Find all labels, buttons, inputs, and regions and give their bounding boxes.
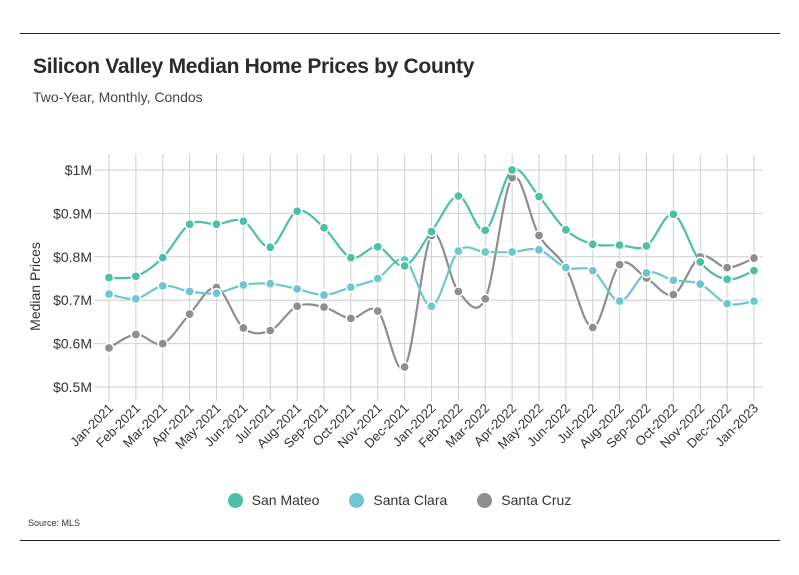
santa-clara-point xyxy=(614,295,625,307)
santa-clara-point xyxy=(318,289,330,301)
san-mateo-point xyxy=(641,240,652,252)
santa-clara-point xyxy=(426,300,437,312)
santa-clara-point xyxy=(641,267,652,279)
santa-cruz-point xyxy=(587,322,599,333)
santa-clara-point xyxy=(184,286,195,297)
top-rule xyxy=(20,33,780,34)
san-mateo-point xyxy=(264,241,276,253)
source-note: Source: MLS xyxy=(28,518,81,528)
santa-cruz-point xyxy=(238,322,249,334)
san-mateo-point xyxy=(694,256,706,268)
santa-clara-point xyxy=(211,287,222,299)
legend-label: Santa Clara xyxy=(373,492,448,508)
legend-item-san-mateo: San Mateo xyxy=(227,492,320,508)
san-mateo-point xyxy=(291,205,303,217)
san-mateo-point xyxy=(748,265,760,277)
san-mateo-point xyxy=(533,191,545,202)
santa-cruz-point xyxy=(103,342,115,354)
y-axis-label: Median Prices xyxy=(27,242,43,331)
legend-swatch xyxy=(227,492,243,508)
santa-cruz-point xyxy=(157,338,169,349)
san-mateo-point xyxy=(560,224,572,236)
santa-clara-point xyxy=(238,279,249,291)
santa-clara-point xyxy=(264,278,276,290)
y-tick-label: $0.9M xyxy=(53,205,92,221)
santa-clara-point xyxy=(157,280,169,292)
santa-clara-point xyxy=(721,298,733,310)
bottom-rule xyxy=(20,540,780,541)
santa-clara-point xyxy=(587,265,599,277)
san-mateo-point xyxy=(157,252,169,264)
legend-swatch xyxy=(349,492,365,508)
santa-clara-point xyxy=(479,246,491,258)
san-mateo-point xyxy=(721,274,733,285)
san-mateo-point xyxy=(103,272,115,283)
legend-item-santa-clara: Santa Clara xyxy=(349,492,447,508)
y-tick-label: $0.7M xyxy=(53,292,92,308)
san-mateo-point xyxy=(130,270,142,282)
san-mateo-point xyxy=(668,208,679,220)
santa-cruz-point xyxy=(291,300,303,312)
santa-cruz-point xyxy=(264,325,276,336)
santa-clara-point xyxy=(560,262,572,273)
legend-label: San Mateo xyxy=(251,492,320,508)
chart-title: Silicon Valley Median Home Prices by Cou… xyxy=(33,55,475,78)
legend-swatch xyxy=(477,492,493,508)
y-tick-label: $0.8M xyxy=(53,249,92,265)
chart-subtitle: Two-Year, Monthly, Condos xyxy=(33,89,203,105)
santa-clara-point xyxy=(453,245,464,257)
santa-clara-point xyxy=(130,293,142,305)
santa-cruz-point xyxy=(399,361,410,373)
chart-legend: San Mateo Santa Clara Santa Cruz xyxy=(0,492,799,508)
san-mateo-point xyxy=(426,226,437,237)
santa-cruz-point xyxy=(318,301,330,313)
santa-clara-point xyxy=(345,281,357,293)
san-mateo-point xyxy=(587,238,599,250)
santa-cruz-point xyxy=(130,329,142,340)
santa-cruz-point xyxy=(345,313,357,324)
santa-clara-point xyxy=(694,278,706,290)
y-tick-label: $1M xyxy=(65,162,92,178)
santa-clara-point xyxy=(668,274,679,286)
san-mateo-point xyxy=(614,239,625,251)
santa-cruz-point xyxy=(372,305,384,317)
santa-cruz-point xyxy=(748,252,760,264)
legend-item-santa-cruz: Santa Cruz xyxy=(477,492,571,508)
santa-clara-point xyxy=(372,273,384,284)
santa-cruz-point xyxy=(533,230,545,241)
santa-cruz-point xyxy=(668,289,679,300)
san-mateo-point xyxy=(479,224,491,236)
y-tick-label: $0.5M xyxy=(53,379,92,395)
san-mateo-point xyxy=(399,260,410,272)
san-mateo-point xyxy=(453,190,464,202)
san-mateo-point xyxy=(238,215,249,227)
santa-cruz-point xyxy=(184,308,195,320)
santa-clara-point xyxy=(506,246,518,258)
san-mateo-point xyxy=(318,222,330,234)
santa-clara-point xyxy=(533,244,545,256)
san-mateo-point xyxy=(211,218,222,230)
legend-label: Santa Cruz xyxy=(501,492,572,508)
santa-clara-point xyxy=(103,288,115,300)
santa-cruz-point xyxy=(479,293,491,305)
santa-clara-point xyxy=(291,283,303,295)
san-mateo-point xyxy=(372,241,384,253)
y-tick-label: $0.6M xyxy=(53,336,92,352)
santa-clara-point xyxy=(748,295,760,307)
san-mateo-point xyxy=(184,218,195,230)
san-mateo-point xyxy=(506,164,518,176)
santa-cruz-point xyxy=(453,286,464,297)
santa-cruz-point xyxy=(721,262,733,273)
san-mateo-point xyxy=(345,252,357,264)
santa-cruz-point xyxy=(614,259,625,270)
